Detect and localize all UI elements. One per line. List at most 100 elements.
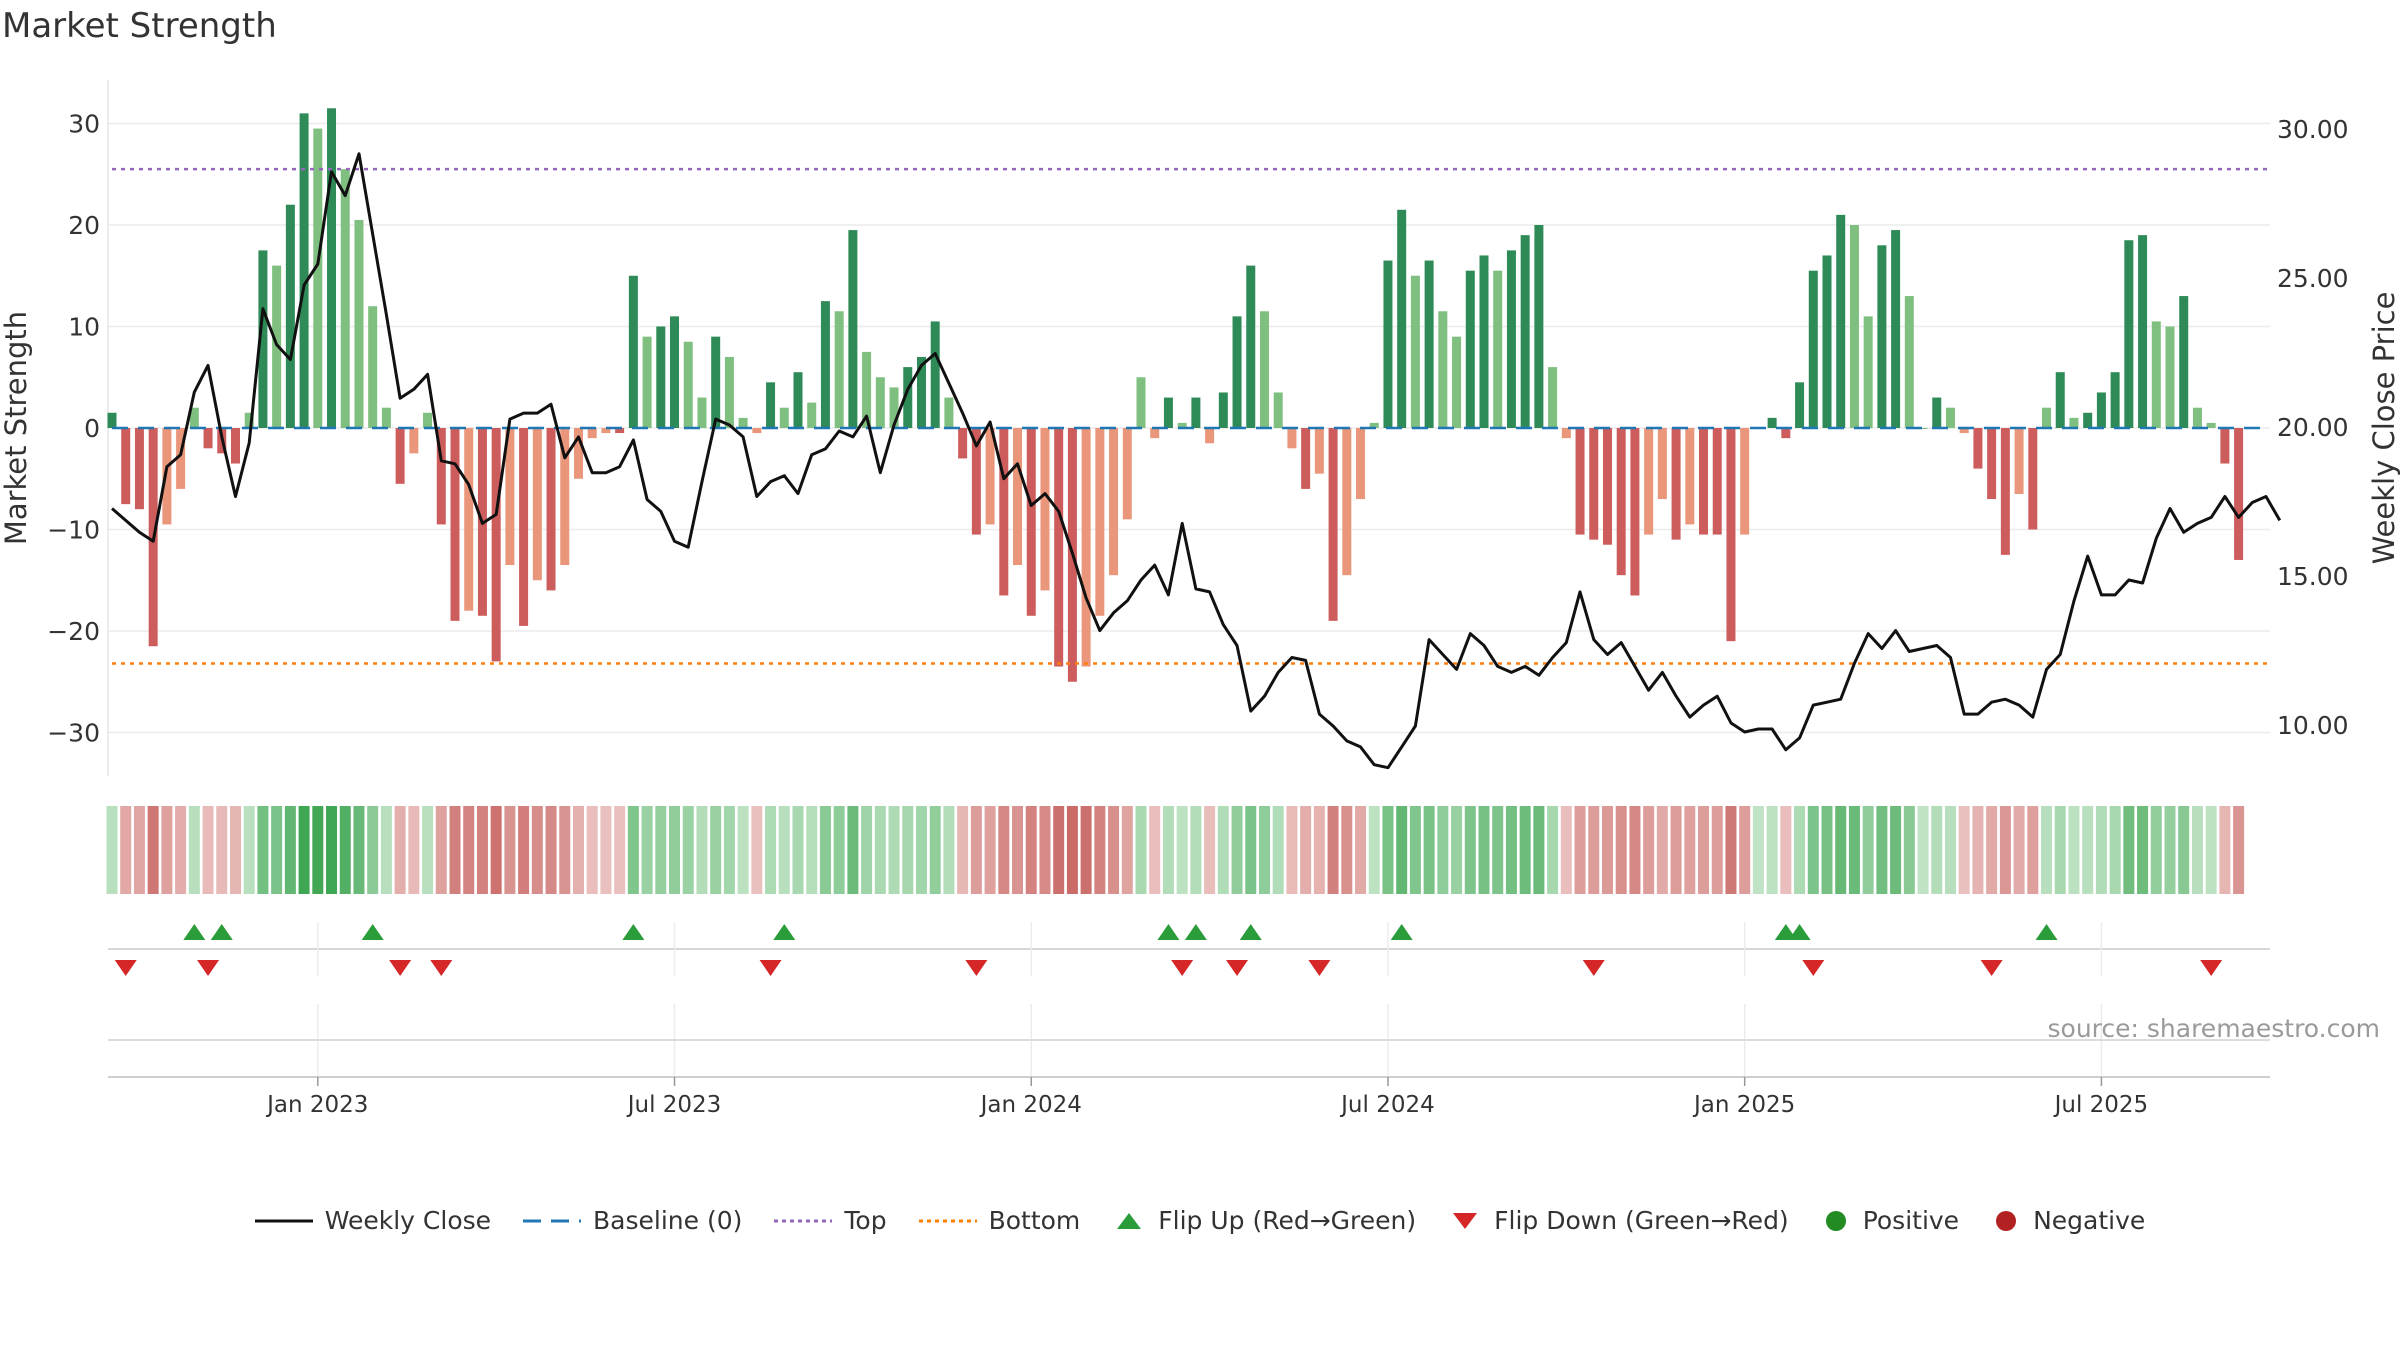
strength-bar bbox=[1945, 407, 1955, 428]
heat-cell bbox=[1629, 806, 1641, 894]
strength-bar bbox=[409, 428, 419, 454]
strength-bar bbox=[1163, 397, 1173, 428]
heat-cell bbox=[1464, 806, 1476, 894]
strength-bar bbox=[505, 428, 515, 566]
heat-cell bbox=[147, 806, 159, 894]
chart-legend: Weekly Close Baseline (0) Top Bottom Fli… bbox=[0, 1206, 2400, 1235]
heat-cell bbox=[202, 806, 214, 894]
strength-bar bbox=[875, 377, 885, 428]
legend-item-baseline: Baseline (0) bbox=[523, 1206, 742, 1235]
strength-bar bbox=[1136, 377, 1146, 428]
strength-bar bbox=[121, 428, 131, 505]
y-tick-label: 30 bbox=[68, 110, 100, 139]
heat-cell bbox=[1547, 806, 1559, 894]
heat-cell bbox=[1355, 806, 1367, 894]
strength-bar bbox=[766, 382, 776, 428]
heat-cell bbox=[874, 806, 886, 894]
flip-down-marker bbox=[965, 960, 988, 976]
heat-cell bbox=[284, 806, 296, 894]
lower-panel bbox=[108, 1004, 2270, 1076]
flip-down-marker bbox=[1171, 960, 1194, 976]
strength-bar bbox=[1452, 336, 1462, 428]
x-tick-label: Jul 2025 bbox=[2053, 1092, 2149, 1118]
left-y-axis: 30 20 10 0 −10 −20 −30 bbox=[47, 110, 100, 748]
y-tick-label: −30 bbox=[47, 719, 100, 748]
y2-tick-label: 15.00 bbox=[2277, 562, 2349, 591]
heat-cell bbox=[2095, 806, 2107, 894]
y2-tick-label: 10.00 bbox=[2277, 711, 2349, 740]
strength-bar bbox=[560, 428, 570, 566]
strength-bar bbox=[1534, 225, 1544, 428]
heat-cell bbox=[572, 806, 584, 894]
heat-cell bbox=[1698, 806, 1710, 894]
flip-down-marker bbox=[1308, 960, 1331, 976]
strength-bar bbox=[450, 428, 460, 621]
heat-cell bbox=[1272, 806, 1284, 894]
strength-bar bbox=[299, 113, 309, 428]
heat-cell bbox=[847, 806, 859, 894]
heat-cell bbox=[2178, 806, 2190, 894]
heat-cell bbox=[1368, 806, 1380, 894]
strength-bar bbox=[2124, 240, 2134, 428]
heat-cell bbox=[2191, 806, 2203, 894]
heat-cell bbox=[669, 806, 681, 894]
strength-bar bbox=[1849, 225, 1859, 428]
y2-tick-label: 20.00 bbox=[2277, 413, 2349, 442]
strength-bar bbox=[2055, 372, 2065, 428]
strength-bar bbox=[1506, 250, 1516, 428]
strength-bar bbox=[930, 321, 940, 428]
heat-cell bbox=[723, 806, 735, 894]
strength-bar bbox=[2165, 326, 2175, 428]
strength-bar bbox=[1397, 209, 1407, 428]
heat-cell bbox=[1588, 806, 1600, 894]
legend-dash-swatch-icon bbox=[523, 1219, 582, 1222]
heat-cell bbox=[216, 806, 228, 894]
heat-cell bbox=[970, 806, 982, 894]
strength-bar bbox=[1836, 214, 1846, 428]
heat-cell bbox=[1066, 806, 1078, 894]
heat-cell bbox=[1917, 806, 1929, 894]
strength-bar bbox=[2000, 428, 2010, 555]
legend-label: Flip Down (Green→Red) bbox=[1494, 1206, 1789, 1235]
strength-bar bbox=[1712, 428, 1722, 535]
strength-bar bbox=[1904, 296, 1914, 428]
heat-cell bbox=[1643, 806, 1655, 894]
heat-cell bbox=[1986, 806, 1998, 894]
heat-cell bbox=[1121, 806, 1133, 894]
heat-cell bbox=[1300, 806, 1312, 894]
heat-cell bbox=[1190, 806, 1202, 894]
chart-title: Market Strength bbox=[2, 6, 277, 46]
flip-up-marker bbox=[773, 924, 796, 940]
right-y-axis: 30.00 25.00 20.00 15.00 10.00 bbox=[2277, 115, 2349, 740]
y-tick-label: −20 bbox=[47, 617, 100, 646]
strength-bar bbox=[1767, 417, 1777, 428]
heat-cell bbox=[422, 806, 434, 894]
strength-bar bbox=[436, 428, 446, 525]
heat-cell bbox=[1423, 806, 1435, 894]
heat-cell bbox=[1258, 806, 1270, 894]
strength-bar bbox=[1191, 397, 1201, 428]
heat-cell bbox=[1903, 806, 1915, 894]
flip-down-marker bbox=[2200, 960, 2223, 976]
circle-icon bbox=[1996, 1210, 2017, 1231]
strength-bar bbox=[2028, 428, 2038, 530]
strength-bar bbox=[1699, 428, 1709, 535]
source-credit: source: sharemaestro.com bbox=[2047, 1014, 2381, 1043]
heat-cell bbox=[1382, 806, 1394, 894]
strength-bar bbox=[1795, 382, 1805, 428]
heat-cell bbox=[1601, 806, 1613, 894]
strength-bar bbox=[971, 428, 981, 535]
strength-bar bbox=[1369, 422, 1379, 428]
strength-bar bbox=[189, 407, 199, 428]
strength-bar bbox=[601, 428, 611, 434]
heat-cell bbox=[998, 806, 1010, 894]
strength-bar bbox=[615, 428, 625, 434]
heat-cell bbox=[1313, 806, 1325, 894]
strength-bar bbox=[244, 412, 254, 428]
strength-bar bbox=[1438, 311, 1448, 428]
legend-item-flip-down: Flip Down (Green→Red) bbox=[1448, 1206, 1789, 1235]
heat-cell bbox=[545, 806, 557, 894]
close-line-group bbox=[111, 152, 2282, 770]
heat-cell bbox=[1217, 806, 1229, 894]
heat-cell bbox=[984, 806, 996, 894]
